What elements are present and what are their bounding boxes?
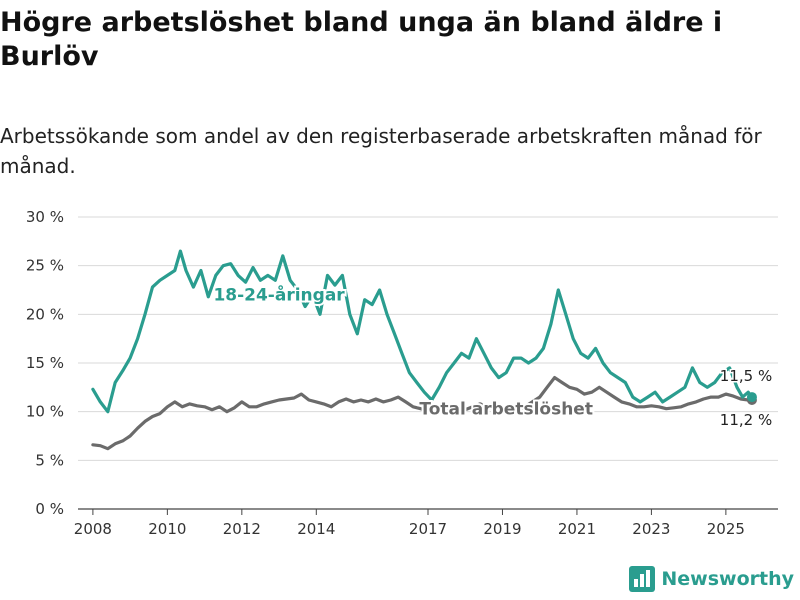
x-tick-label: 2008 <box>74 520 112 538</box>
x-tick-label: 2017 <box>409 520 447 538</box>
series-line-total <box>91 376 754 451</box>
y-tick-label: 25 % <box>26 257 64 275</box>
y-tick-label: 0 % <box>35 500 64 518</box>
chart-subtitle: Arbetssökande som andel av den registerb… <box>0 124 762 178</box>
y-tick-label: 5 % <box>35 451 64 469</box>
end-value-label-total: 11,2 % <box>720 411 772 429</box>
end-value-label-youth: 11,5 % <box>720 367 772 385</box>
x-tick-label: 2019 <box>483 520 521 538</box>
series-label-youth: 18-24-åringar <box>213 284 345 306</box>
chart-title: Högre arbetslöshet bland unga än bland ä… <box>0 7 723 72</box>
x-axis-ticks: 2008 2010 2012 2014 2017 2019 2021 2023 2025 <box>74 509 745 538</box>
x-tick-label: 2021 <box>558 520 596 538</box>
y-tick-label: 20 % <box>26 305 64 323</box>
series-lines <box>91 249 757 451</box>
bar-chart-icon <box>629 566 656 592</box>
x-tick-label: 2025 <box>707 520 745 538</box>
series-line-youth <box>91 249 754 414</box>
y-tick-label: 10 % <box>26 403 64 421</box>
series-label-total: Total arbetslöshet <box>419 400 593 420</box>
x-tick-label: 2010 <box>148 520 186 538</box>
brand-name: Newsworthy <box>661 568 794 590</box>
end-point-youth <box>746 392 757 403</box>
x-tick-label: 2014 <box>297 520 335 538</box>
series-labels: 18-24-åringar Total arbetslöshet 11,5 % 11,… <box>211 282 773 431</box>
newsworthy-logo: Newsworthy <box>629 566 794 592</box>
x-tick-label: 2012 <box>223 520 261 538</box>
y-tick-label: 30 % <box>26 208 64 226</box>
y-tick-label: 15 % <box>26 354 64 372</box>
x-tick-label: 2023 <box>632 520 670 538</box>
y-axis-ticks: 0 % 5 % 10 % 15 % 20 % 25 % 30 % <box>26 208 64 518</box>
